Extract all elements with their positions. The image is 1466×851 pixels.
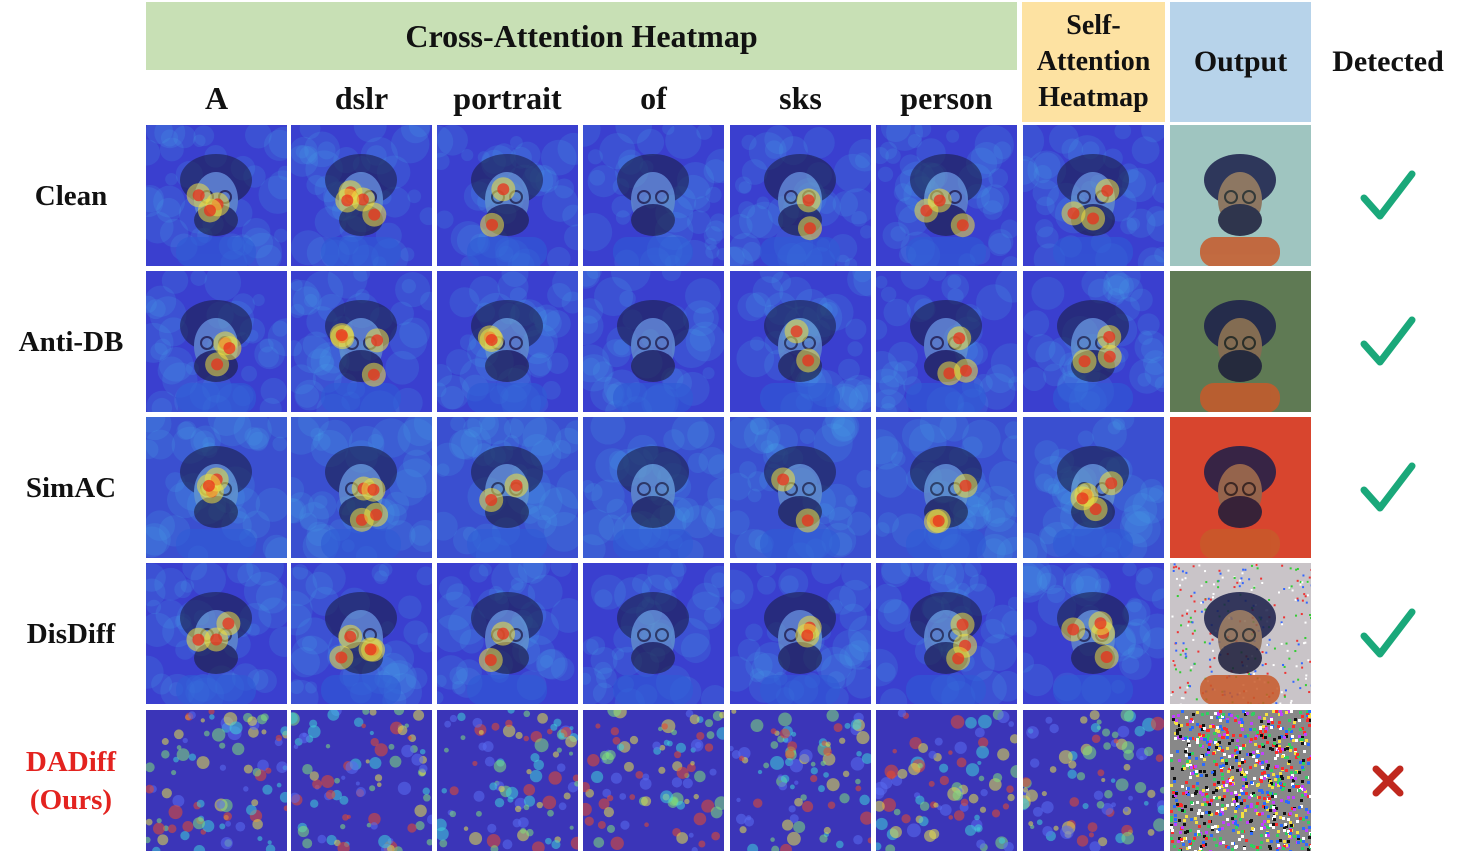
row-label-4: DADiff (Ours) bbox=[0, 710, 142, 851]
cross-attention-heatmap-person bbox=[876, 271, 1017, 412]
cross-attention-heatmap-sks bbox=[730, 271, 871, 412]
row-label-2: SimAC bbox=[0, 417, 142, 558]
token-header-1: dslr bbox=[334, 79, 389, 116]
cross-attention-heatmap-dslr bbox=[291, 125, 432, 266]
cross-attention-heatmap-portrait bbox=[437, 271, 578, 412]
cross-attention-heatmap-of bbox=[583, 710, 724, 851]
cross-attention-heatmap-portrait bbox=[437, 417, 578, 558]
token-header-2: portrait bbox=[453, 79, 562, 116]
token-header-0: A bbox=[204, 79, 229, 116]
cross-attention-heatmap-person bbox=[876, 417, 1017, 558]
output-image bbox=[1170, 563, 1311, 704]
cross-attention-heatmap-portrait bbox=[437, 710, 578, 851]
cross-attention-heatmap-of bbox=[583, 125, 724, 266]
output-image bbox=[1170, 125, 1311, 266]
self-attention-heatmap bbox=[1023, 125, 1164, 266]
cross-attention-heatmap-A bbox=[146, 710, 287, 851]
cross-attention-heatmap-A bbox=[146, 417, 287, 558]
cross-attention-heatmap-sks bbox=[730, 710, 871, 851]
self-attention-heatmap bbox=[1023, 710, 1164, 851]
output-image bbox=[1170, 417, 1311, 558]
detected-header: Detected bbox=[1332, 45, 1444, 78]
cross-attention-heatmap-of bbox=[583, 271, 724, 412]
self-attention-header-line-3: Heatmap bbox=[1038, 82, 1149, 113]
check-icon bbox=[1318, 125, 1458, 266]
check-icon bbox=[1318, 417, 1458, 558]
cross-attention-heatmap-A bbox=[146, 563, 287, 704]
cross-attention-heatmap-dslr bbox=[291, 710, 432, 851]
row-label-line: (Ours) bbox=[29, 783, 113, 816]
self-attention-heatmap bbox=[1023, 563, 1164, 704]
row-label-0: Clean bbox=[0, 125, 142, 266]
self-attention-header-line-1: Self- bbox=[1066, 10, 1121, 41]
row-label-1: Anti-DB bbox=[0, 271, 142, 412]
cross-attention-heatmap-dslr bbox=[291, 563, 432, 704]
cross-attention-heatmap-sks bbox=[730, 125, 871, 266]
token-header-3: of bbox=[640, 79, 667, 116]
cross-attention-heatmap-sks bbox=[730, 417, 871, 558]
cross-attention-heatmap-portrait bbox=[437, 563, 578, 704]
cross-attention-heatmap-person bbox=[876, 125, 1017, 266]
cross-attention-heatmap-dslr bbox=[291, 417, 432, 558]
cross-attention-header: Cross-Attention Heatmap bbox=[146, 2, 1017, 70]
row-label-line: SimAC bbox=[25, 471, 117, 504]
output-image bbox=[1170, 271, 1311, 412]
cross-attention-heatmap-person bbox=[876, 563, 1017, 704]
token-header-5: person bbox=[900, 79, 993, 116]
row-label-line: Clean bbox=[34, 179, 108, 212]
cross-attention-heatmap-dslr bbox=[291, 271, 432, 412]
self-attention-header: Self- Attention Heatmap bbox=[1022, 2, 1165, 122]
cross-icon bbox=[1318, 710, 1458, 851]
row-label-line: DADiff bbox=[25, 745, 117, 778]
cross-attention-heatmap-A bbox=[146, 125, 287, 266]
cross-attention-heatmap-sks bbox=[730, 563, 871, 704]
cross-attention-heatmap-A bbox=[146, 271, 287, 412]
cross-attention-heatmap-person bbox=[876, 710, 1017, 851]
row-label-3: DisDiff bbox=[0, 563, 142, 704]
self-attention-heatmap bbox=[1023, 271, 1164, 412]
cross-attention-heatmap-portrait bbox=[437, 125, 578, 266]
token-header-4: sks bbox=[779, 79, 822, 116]
self-attention-header-line-2: Attention bbox=[1036, 46, 1151, 77]
row-label-line: Anti-DB bbox=[18, 325, 124, 358]
row-label-line: DisDiff bbox=[26, 617, 116, 650]
check-icon bbox=[1318, 271, 1458, 412]
self-attention-heatmap bbox=[1023, 417, 1164, 558]
cross-attention-heatmap-of bbox=[583, 417, 724, 558]
cross-attention-heatmap-of bbox=[583, 563, 724, 704]
check-icon bbox=[1318, 563, 1458, 704]
output-image bbox=[1170, 710, 1311, 851]
output-header: Output bbox=[1170, 2, 1311, 122]
